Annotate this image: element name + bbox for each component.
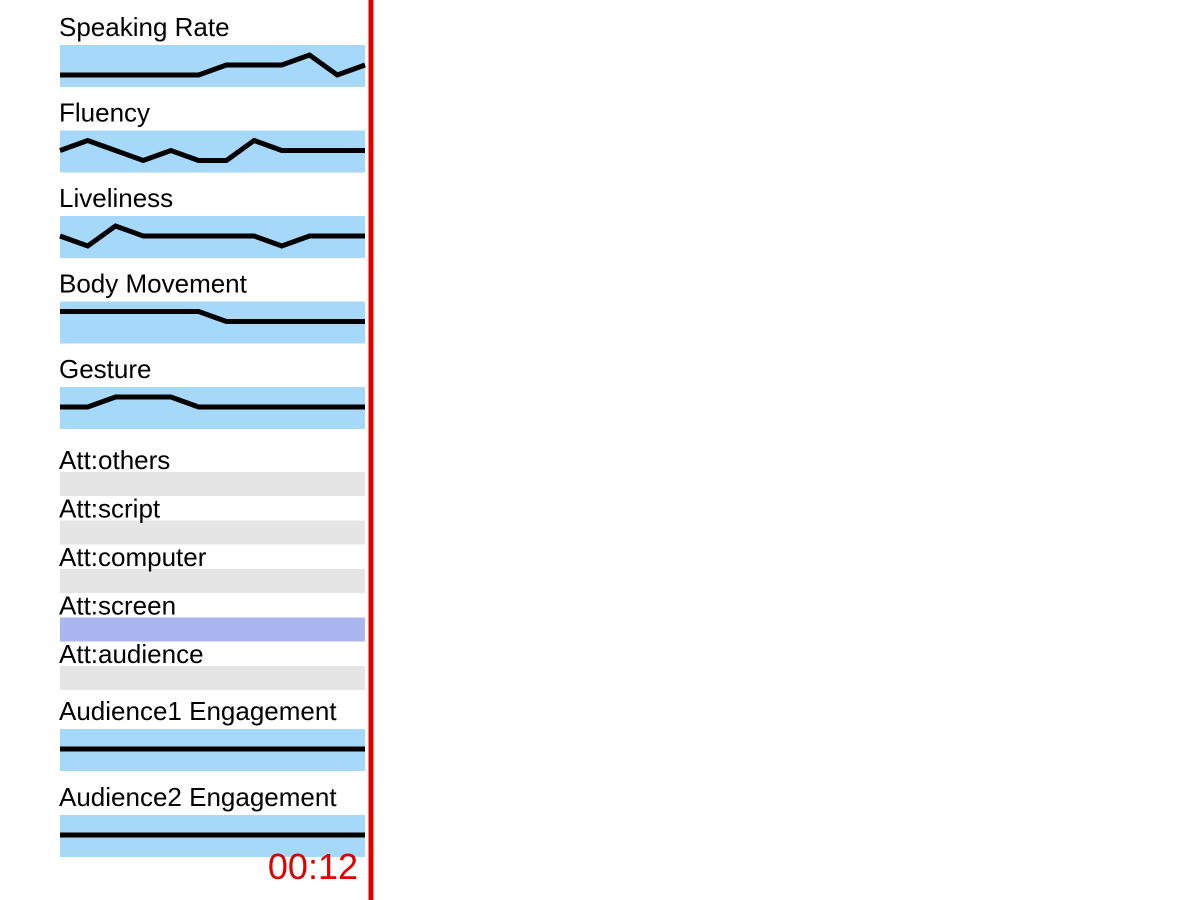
track-label: Gesture (59, 354, 152, 384)
attention-band (60, 520, 365, 545)
track-att-audience: Att:audience (59, 639, 365, 690)
track-att-others: Att:others (59, 445, 365, 496)
track-label: Att:audience (59, 639, 204, 669)
track-label: Audience1 Engagement (59, 696, 337, 726)
track-att-screen: Att:screen (59, 591, 365, 642)
track-speaking-rate: Speaking Rate (59, 12, 366, 87)
track-gesture: Gesture (59, 354, 365, 429)
track-label: Att:others (59, 445, 170, 475)
attention-band (60, 472, 365, 496)
series-line (60, 309, 365, 324)
track-label: Speaking Rate (59, 12, 230, 42)
attention-band (60, 569, 365, 593)
track-label: Att:computer (59, 542, 207, 572)
track-liveliness: Liveliness (59, 183, 365, 258)
track-label: Att:screen (59, 591, 176, 621)
track-label: Fluency (59, 98, 150, 128)
track-audience1-engagement: Audience1 Engagement (59, 696, 365, 771)
track-band (60, 45, 365, 87)
track-att-script: Att:script (59, 494, 365, 545)
track-fluency: Fluency (59, 98, 365, 173)
attention-band-active (60, 617, 365, 642)
tracks-group: Speaking Rate Fluency Liveliness Body Movem… (59, 12, 366, 857)
series-line (59, 137, 365, 164)
series-line (60, 52, 366, 78)
series-line (59, 223, 365, 249)
attention-band (60, 666, 365, 690)
track-body-movement: Body Movement (59, 269, 365, 344)
series-line (60, 394, 365, 410)
track-audience2-engagement: Audience2 Engagement (59, 782, 365, 857)
track-label: Liveliness (59, 183, 173, 213)
playhead-time-label: 00:12 (268, 846, 358, 887)
track-label: Att:script (59, 494, 161, 524)
track-label: Audience2 Engagement (59, 782, 337, 812)
track-label: Body Movement (59, 269, 248, 299)
track-att-computer: Att:computer (59, 542, 365, 593)
